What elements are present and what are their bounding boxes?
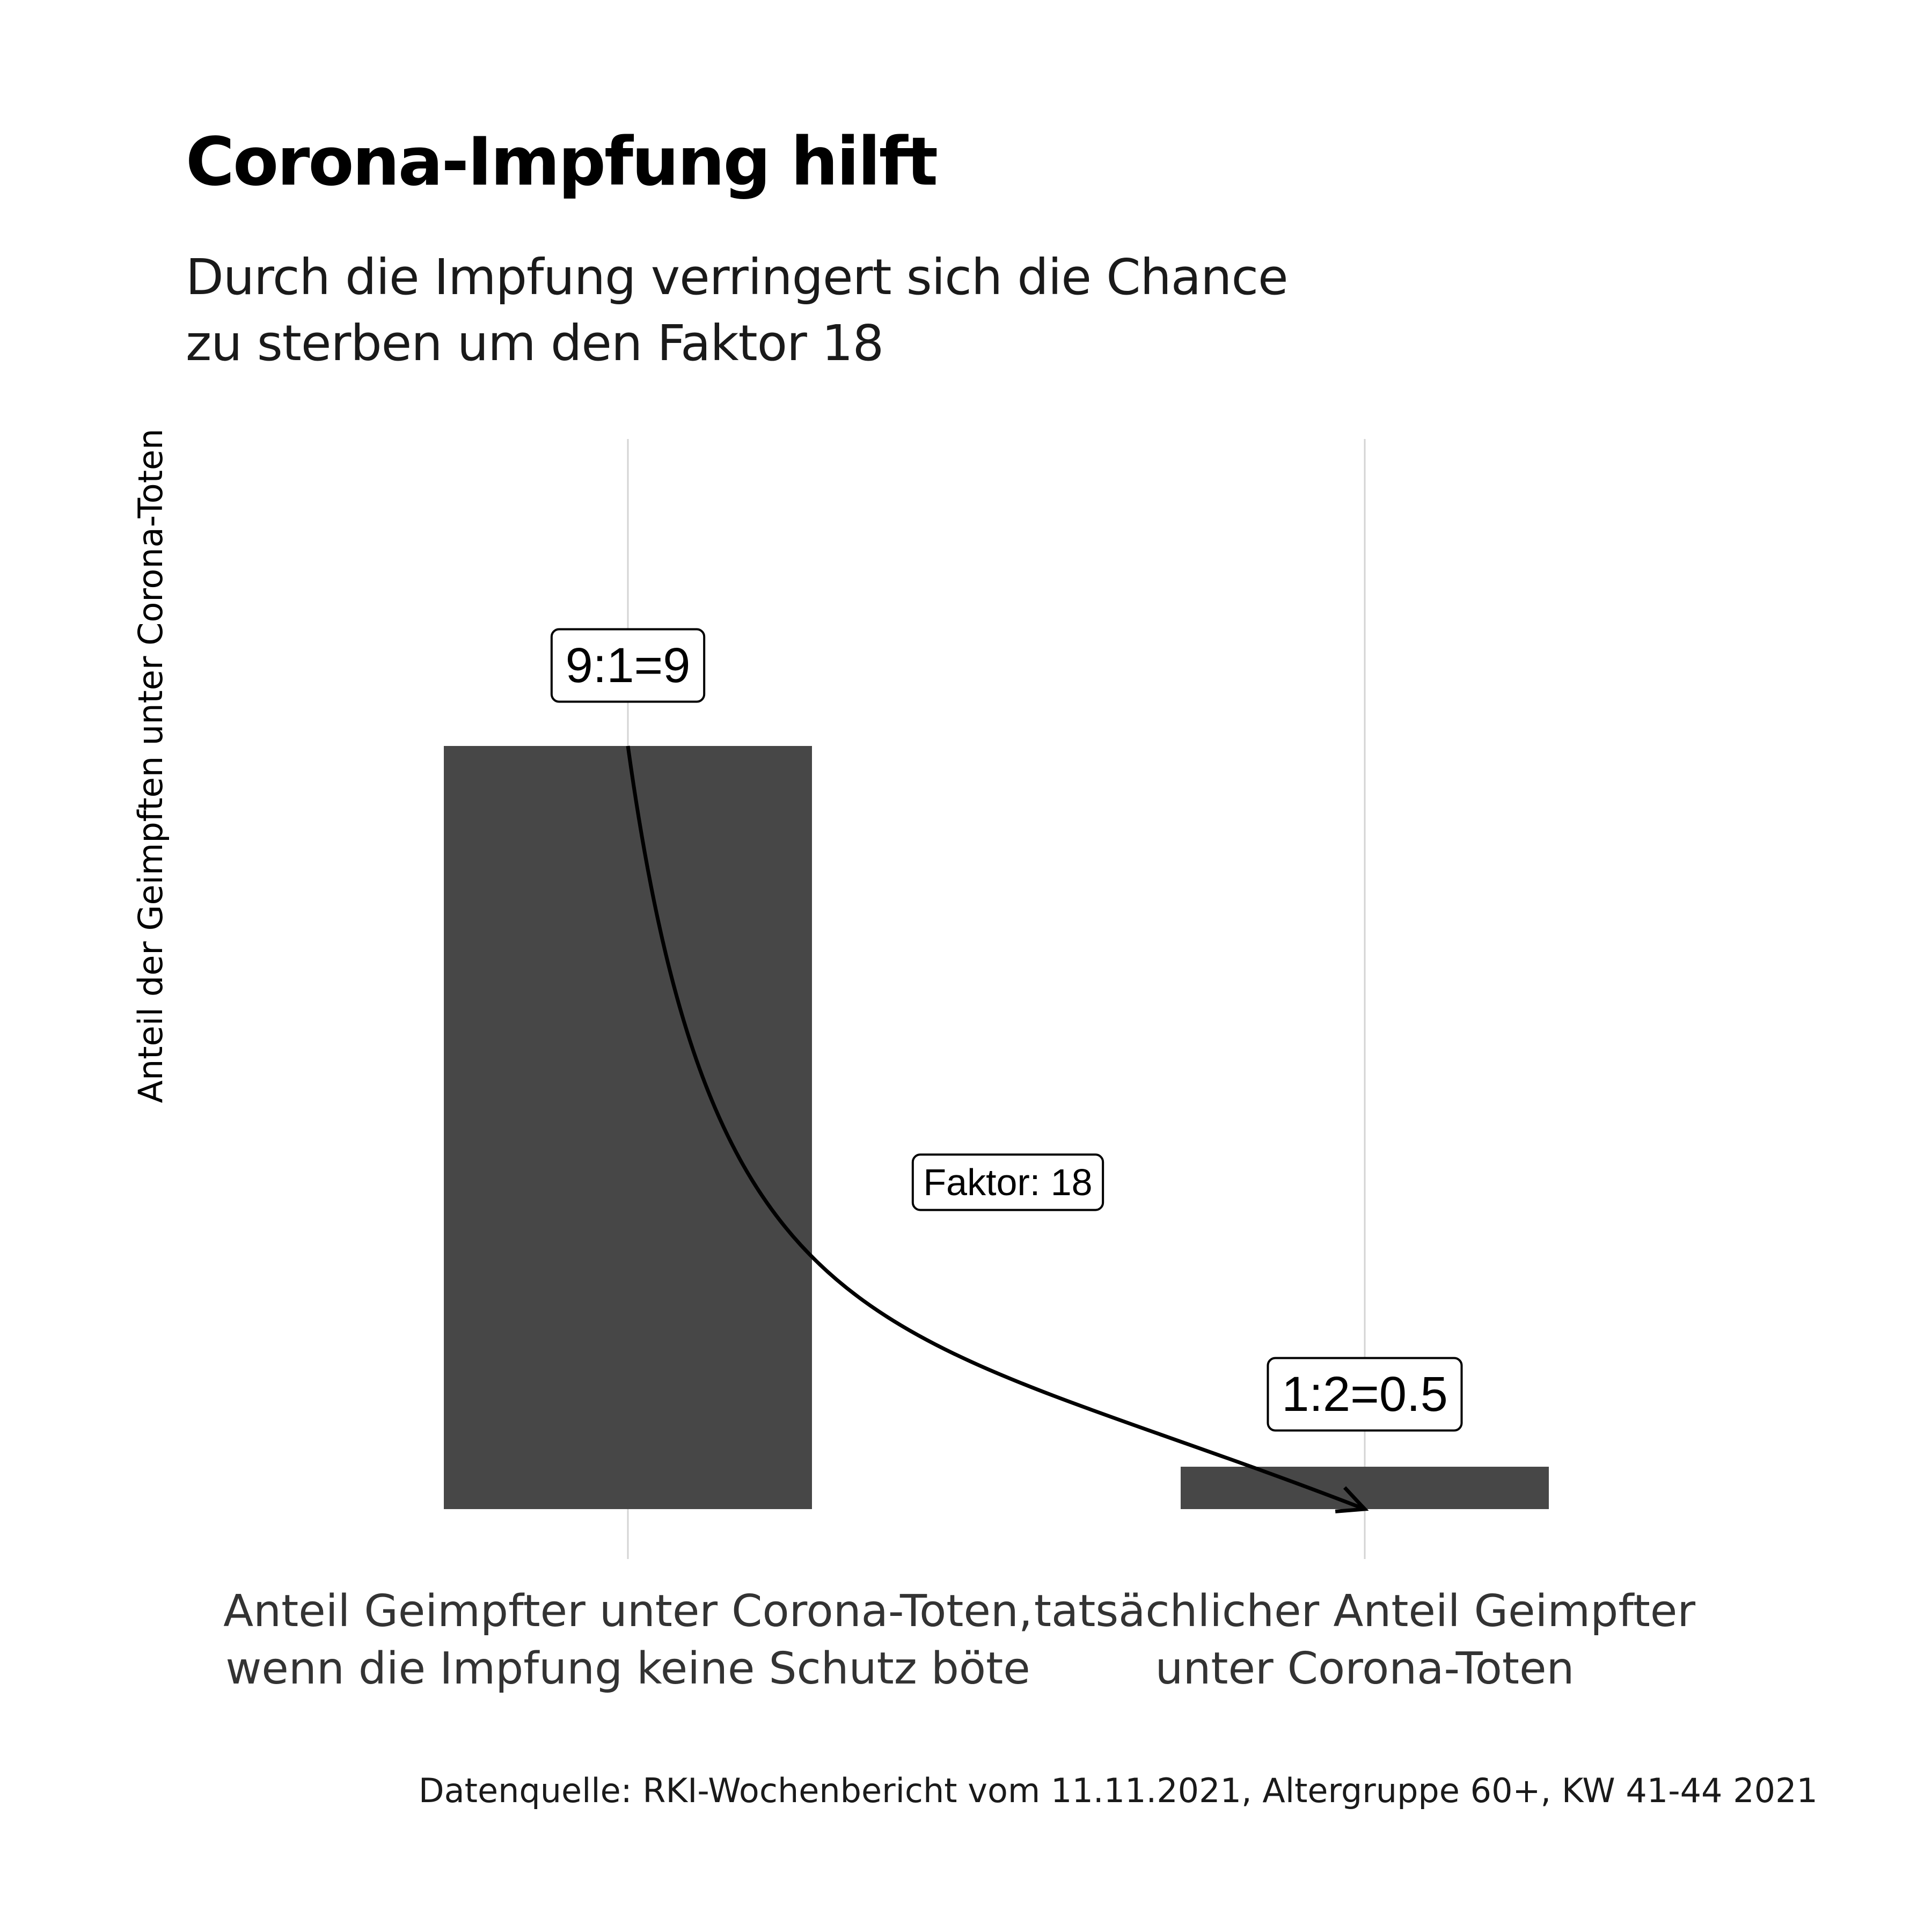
factor-arrow-line [626, 745, 1366, 1511]
y-axis-label: Anteil der Geimpften unter Corona-Toten [131, 429, 170, 1103]
subtitle-line-2: zu sterben um den Faktor 18 [186, 314, 884, 372]
value-label-1: 9:1=9 [550, 628, 706, 703]
chart-subtitle: Durch die Impfung verringert sich die Ch… [186, 244, 1289, 376]
value-label-2-text: 1:2=0.5 [1282, 1367, 1448, 1422]
data-source-caption: Datenquelle: RKI-Wochenbericht vom 11.11… [418, 1771, 1818, 1810]
bar-2 [1181, 1467, 1549, 1509]
subtitle-line-1: Durch die Impfung verringert sich die Ch… [186, 248, 1289, 306]
factor-label-text: Faktor: 18 [923, 1161, 1092, 1203]
factor-arrow-head [1335, 1486, 1369, 1513]
x-tick-label-1-line-1: Anteil Geimpfter unter Corona-Toten, [223, 1586, 1033, 1637]
value-label-2: 1:2=0.5 [1267, 1357, 1463, 1432]
x-tick-label-1-line-2: wenn die Impfung keine Schutz böte [225, 1643, 1030, 1694]
value-label-1-box [550, 628, 706, 703]
factor-label: Faktor: 18 [911, 1153, 1104, 1211]
x-tick-label-2-line-2: unter Corona-Toten [1155, 1643, 1574, 1694]
value-label-1-text: 9:1=9 [566, 638, 691, 693]
x-tick-label-2-line-1: tatsächlicher Anteil Geimpfter [1034, 1586, 1695, 1637]
bar-1 [444, 746, 812, 1509]
factor-label-box [911, 1153, 1104, 1211]
chart-title: Corona-Impfung hilft [186, 123, 938, 201]
value-label-2-box [1267, 1357, 1463, 1432]
